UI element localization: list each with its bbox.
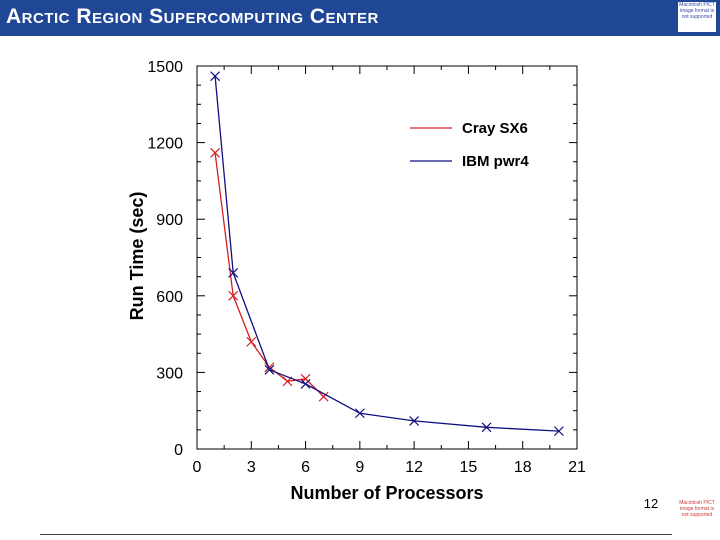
data-point-cray-sx6 — [228, 290, 239, 301]
organization-title: Arctic Region Supercomputing Center — [6, 5, 379, 28]
series-group — [210, 71, 564, 437]
data-point-ibm-pwr4 — [409, 415, 420, 426]
header-banner: Arctic Region Supercomputing Center — [0, 0, 720, 36]
y-tick-label: 900 — [156, 212, 183, 229]
data-point-ibm-pwr4 — [228, 267, 239, 278]
y-tick-label: 1200 — [147, 136, 183, 153]
data-point-ibm-pwr4 — [481, 422, 492, 433]
x-tick-label: 15 — [460, 459, 478, 476]
data-point-cray-sx6 — [318, 391, 329, 402]
series-line-ibm-pwr4 — [214, 76, 559, 432]
data-point-ibm-pwr4 — [354, 408, 365, 419]
unsupported-image-placeholder-top: Macintosh PICT image format is not suppo… — [678, 2, 716, 32]
y-axis-label: Run Time (sec) — [127, 192, 147, 321]
x-tick-label: 6 — [301, 459, 310, 476]
x-tick-label: 0 — [193, 459, 202, 476]
legend-label-cray: Cray SX6 — [462, 120, 528, 137]
y-tick-label: 300 — [156, 365, 183, 382]
x-tick-label: 9 — [355, 459, 364, 476]
data-point-cray-sx6 — [210, 147, 221, 158]
data-point-cray-sx6 — [246, 336, 257, 347]
data-point-ibm-pwr4 — [264, 364, 275, 375]
y-tick-label: 1500 — [147, 59, 183, 76]
data-point-ibm-pwr4 — [553, 426, 564, 437]
data-point-cray-sx6 — [300, 373, 311, 384]
x-tick-label: 3 — [247, 459, 256, 476]
footer-divider — [40, 534, 672, 535]
x-tick-label: 18 — [514, 459, 532, 476]
data-point-ibm-pwr4 — [300, 378, 311, 389]
y-tick-label: 0 — [174, 442, 183, 459]
tick-group: 0 3 6 9 12 15 18 21 0 300 600 900 1200 1500 — [147, 59, 586, 476]
unsupported-image-placeholder-bottom: Macintosh PICT image format is not suppo… — [676, 500, 718, 530]
x-tick-label: 21 — [568, 459, 586, 476]
x-axis-label: Number of Processors — [290, 483, 483, 503]
y-tick-label: 600 — [156, 289, 183, 306]
legend-label-ibm: IBM pwr4 — [462, 153, 529, 170]
x-tick-label: 12 — [405, 459, 423, 476]
legend: Cray SX6 IBM pwr4 — [410, 120, 529, 170]
page-number: 12 — [643, 496, 659, 511]
data-point-ibm-pwr4 — [210, 71, 221, 82]
